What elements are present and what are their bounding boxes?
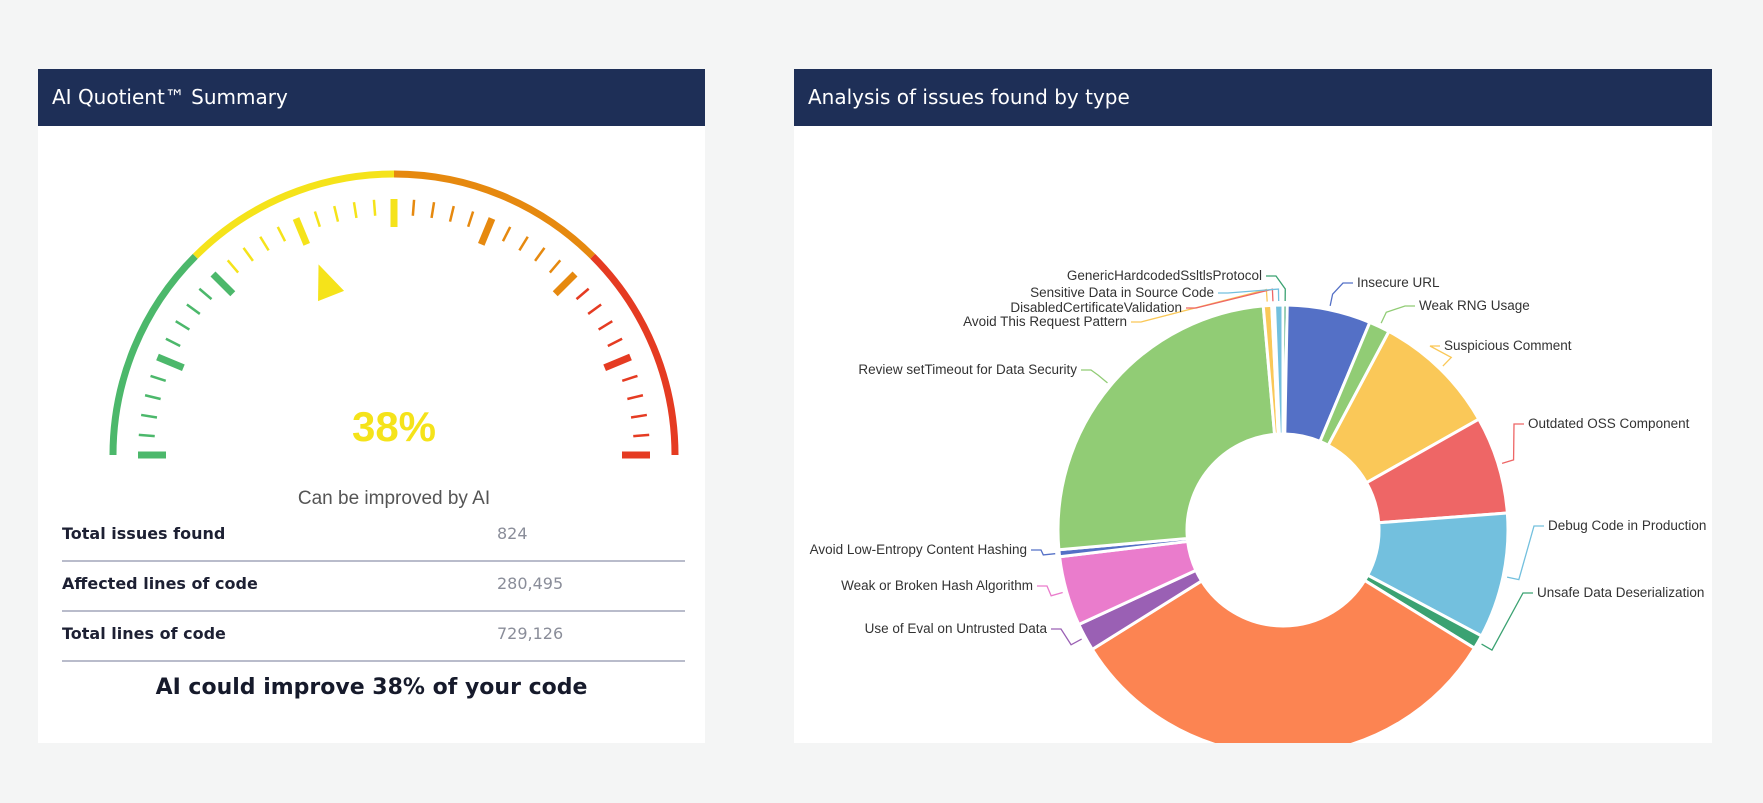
gauge-minor-tick [313, 211, 322, 228]
donut-chart: GenericHardcodedSsltlsProtocol Insecure U… [810, 268, 1706, 743]
gauge-minor-tick [226, 259, 240, 274]
gauge-minor-tick [548, 259, 562, 274]
gauge-minor-tick [259, 236, 270, 252]
gauge-minor-tick [372, 199, 377, 216]
gauge-minor-tick [352, 201, 358, 219]
leader-line [1501, 423, 1524, 464]
leader-line [1051, 628, 1082, 646]
donut-slice[interactable] [1090, 578, 1476, 743]
stat-label: Affected lines of code [62, 574, 258, 593]
gauge-minor-tick [430, 201, 436, 219]
gauge-segment [192, 170, 395, 259]
gauge-minor-tick [276, 226, 287, 242]
gauge-minor-tick [411, 199, 416, 216]
gauge-minor-tick [633, 433, 650, 438]
leader-line [1481, 592, 1533, 651]
slice-label: Weak RNG Usage [1419, 298, 1530, 313]
slice-label: Review setTimeout for Data Security [858, 362, 1077, 377]
slice-label: Unsafe Data Deserialization [1537, 585, 1704, 600]
leader-line [1218, 288, 1280, 302]
leader-line [1266, 275, 1286, 302]
slice-label: Debug Code in Production [1548, 518, 1706, 533]
issues-by-type-card: Analysis of issues found by type Generic… [794, 69, 1712, 743]
slice-label: DisabledCertificateValidation [1010, 300, 1182, 315]
gauge-minor-tick [138, 433, 155, 438]
leader-line [1031, 549, 1056, 556]
gauge-major-tick [478, 217, 496, 246]
leader-line [1037, 585, 1063, 597]
stat-row: Total issues found 824 [62, 512, 685, 562]
gauge-value: 38% [352, 403, 436, 450]
stat-label: Total issues found [62, 524, 226, 543]
gauge-minor-tick [621, 374, 638, 383]
gauge-minor-tick [587, 303, 602, 315]
card-title: Analysis of issues found by type [794, 69, 1712, 126]
gauge-minor-tick [140, 413, 158, 419]
gauge-minor-tick [150, 374, 167, 383]
card-title: AI Quotient™ Summary [38, 69, 705, 126]
gauge-minor-tick [575, 287, 590, 301]
gauge-major-tick [603, 353, 632, 371]
gauge-major-tick [552, 271, 578, 297]
gauge-minor-tick [597, 320, 613, 331]
slice-label: GenericHardcodedSsltlsProtocol [1067, 268, 1262, 283]
summary-text: AI could improve 38% of your code [155, 675, 588, 700]
gauge-segment [109, 253, 198, 456]
gauge-minor-tick [333, 205, 340, 222]
stat-value: 280,495 [497, 574, 564, 593]
slice-label: Suspicious Comment [1444, 338, 1572, 353]
donut-slice[interactable] [1273, 303, 1285, 436]
gauge-minor-tick [198, 287, 213, 301]
gauge-minor-tick [534, 247, 546, 262]
slice-label: Sensitive Data in Source Code [1030, 285, 1214, 300]
stat-value: 824 [497, 524, 528, 543]
gauge-minor-tick [448, 205, 455, 222]
slice-label: Insecure URL [1357, 275, 1440, 290]
gauge-minor-tick [607, 337, 623, 348]
gauge-major-tick [292, 217, 310, 246]
stat-row: Total lines of code 729,126 [62, 612, 685, 662]
gauge-minor-tick [518, 236, 529, 252]
ai-quotient-summary-card: AI Quotient™ Summary 38% Can be improved… [38, 69, 705, 743]
slice-label: Weak or Broken Hash Algorithm [841, 578, 1033, 593]
gauge-minor-tick [175, 320, 191, 331]
leader-line [1380, 305, 1415, 324]
gauge-minor-tick [242, 247, 254, 262]
leader-line [1429, 345, 1453, 367]
gauge-minor-tick [466, 211, 475, 228]
gauge-major-tick [156, 353, 185, 371]
slice-label: Avoid This Request Pattern [963, 314, 1127, 329]
stat-label: Total lines of code [62, 624, 226, 643]
leader-line [1081, 369, 1108, 384]
gauge-pointer-icon [318, 264, 345, 302]
leader-line [1186, 288, 1274, 309]
slice-label: Avoid Low-Entropy Content Hashing [810, 542, 1027, 557]
leader-line [1329, 282, 1353, 307]
gauge-segment [393, 170, 596, 259]
gauge-minor-tick [627, 394, 644, 401]
gauge-segment [590, 253, 679, 456]
donut-slice[interactable] [1056, 304, 1277, 552]
gauge-caption: Can be improved by AI [298, 488, 490, 509]
gauge-minor-tick [501, 226, 512, 242]
stat-value: 729,126 [497, 624, 564, 643]
slice-label: Outdated OSS Component [1528, 416, 1690, 431]
gauge: 38% Can be improved by AI [109, 170, 679, 509]
leader-line [1506, 525, 1544, 581]
gauge-minor-tick [165, 337, 181, 348]
stat-row: Affected lines of code 280,495 [62, 562, 685, 612]
gauge-minor-tick [144, 394, 161, 401]
gauge-minor-tick [186, 303, 201, 315]
gauge-minor-tick [630, 413, 648, 419]
slice-label: Use of Eval on Untrusted Data [865, 621, 1048, 636]
gauge-major-tick [210, 271, 236, 297]
